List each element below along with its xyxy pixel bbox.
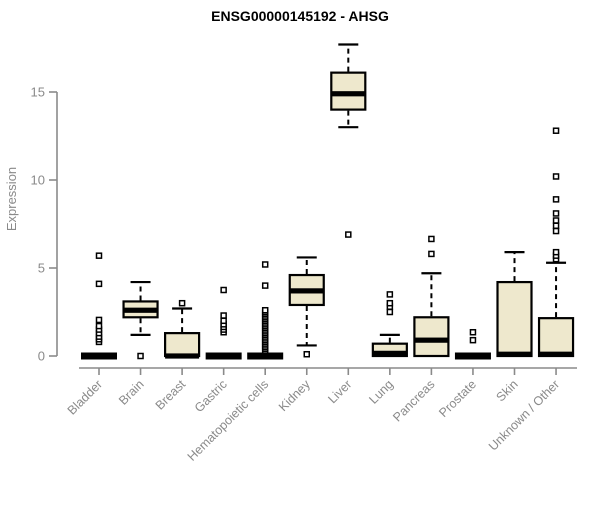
x-axis-label: Prostate <box>436 377 479 420</box>
box-group-liver <box>330 43 367 238</box>
outlier-point <box>428 235 435 243</box>
outlier-point <box>552 248 560 256</box>
outlier-point <box>469 328 477 336</box>
median-line <box>331 91 366 97</box>
outlier-point <box>95 322 103 330</box>
outlier-point <box>552 196 560 203</box>
median-line <box>497 351 532 357</box>
collapsed-box-bar <box>454 352 491 360</box>
box-rect <box>537 317 575 358</box>
outlier-point <box>178 299 186 307</box>
outlier-point <box>220 317 227 325</box>
outlier-point <box>303 350 310 358</box>
x-axis-label: Gastric <box>192 377 230 415</box>
box-group-gastric <box>205 286 242 360</box>
outlier-point <box>386 308 394 316</box>
outlier-point <box>552 127 560 134</box>
box-group-pancreas <box>413 235 450 358</box>
box-group-breast <box>164 299 201 359</box>
x-axis-label: Breast <box>153 377 189 413</box>
outlier-point <box>345 231 352 238</box>
x-axis-label: Unknown / Other <box>486 377 562 453</box>
box-group-hematopoietic-cells <box>247 261 284 360</box>
y-tick-label: 10 <box>31 173 45 188</box>
y-tick-label: 0 <box>38 349 45 364</box>
outlier-point <box>552 227 560 235</box>
outlier-point <box>261 306 269 314</box>
outlier-point <box>552 210 560 217</box>
box-group-prostate <box>454 328 491 360</box>
outlier-point <box>261 282 269 289</box>
y-tick-label: 5 <box>38 261 45 276</box>
box-rect <box>496 280 533 358</box>
collapsed-box-bar <box>81 352 117 360</box>
outlier-point <box>469 336 477 344</box>
outlier-point <box>428 250 435 258</box>
box-group-bladder <box>81 252 117 360</box>
x-axis-label: Brain <box>116 377 147 408</box>
outlier-point <box>95 316 103 324</box>
x-axis-label: Liver <box>325 377 354 406</box>
outlier-point <box>95 252 103 259</box>
collapsed-box-bar <box>205 352 242 360</box>
outlier-point <box>552 222 560 230</box>
outlier-point <box>220 286 227 294</box>
y-tick-label: 15 <box>31 85 45 100</box>
median-line <box>539 351 574 357</box>
box-group-lung <box>371 291 408 358</box>
outlier-point <box>95 280 103 288</box>
median-line <box>372 350 407 356</box>
outlier-point <box>552 173 560 180</box>
box-rect <box>164 332 201 358</box>
outlier-point <box>386 299 394 307</box>
box-rect <box>330 71 367 111</box>
median-line <box>289 288 324 294</box>
box-group-brain <box>122 280 159 360</box>
x-axis-label: Skin <box>494 377 521 404</box>
box-group-kidney <box>288 256 325 358</box>
x-axis-label: Kidney <box>276 377 313 414</box>
y-axis-title: Expression <box>4 167 19 231</box>
median-line <box>123 307 158 313</box>
chart-title: ENSG00000145192 - AHSG <box>211 8 389 24</box>
x-axis-label: Bladder <box>65 377 105 417</box>
x-axis-label: Lung <box>366 377 396 407</box>
outlier-point <box>261 261 269 268</box>
box-group-unknown-other <box>537 127 575 358</box>
outlier-point <box>220 312 227 319</box>
outlier-point <box>386 291 394 298</box>
x-axis-label: Hematopoietic cells <box>185 377 272 464</box>
median-line <box>414 337 449 343</box>
box-rect <box>413 316 450 358</box>
outlier-point <box>552 217 560 224</box>
x-axis-label: Pancreas <box>390 377 437 424</box>
outlier-point <box>137 352 144 360</box>
median-line <box>165 353 200 359</box>
box-group-skin <box>496 251 533 358</box>
collapsed-box-bar <box>247 352 284 360</box>
